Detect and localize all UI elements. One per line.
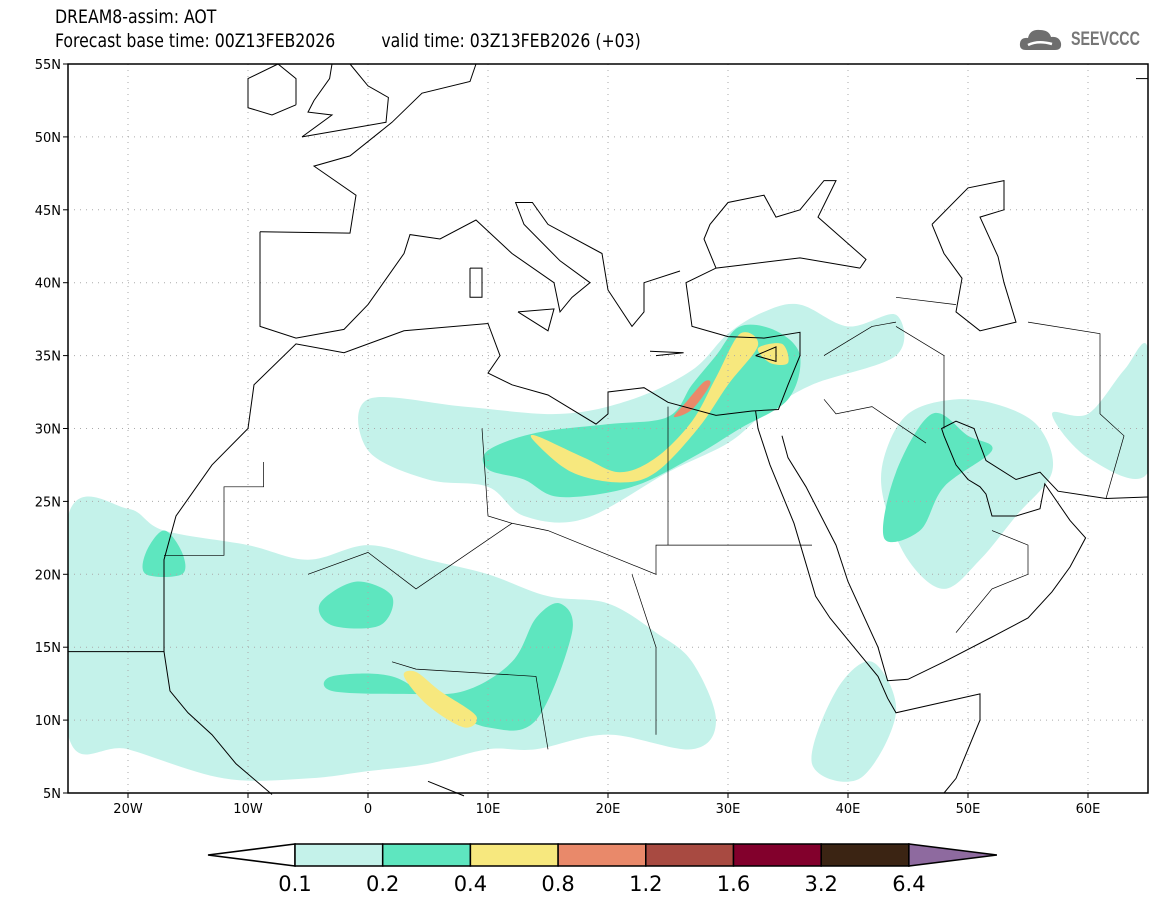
coastline bbox=[259, 63, 477, 234]
colorbar-label: 0.8 bbox=[541, 872, 575, 896]
colorbar-swatch bbox=[557, 843, 647, 867]
colorbar-swatch bbox=[469, 843, 559, 867]
aot-area-cyprus-core bbox=[757, 343, 789, 365]
colorbar bbox=[207, 843, 997, 867]
country-border bbox=[895, 296, 957, 305]
colorbar-swatch bbox=[645, 843, 735, 867]
colorbar-swatch bbox=[294, 843, 384, 867]
colorbar-label: 0.4 bbox=[453, 872, 488, 896]
country-border bbox=[631, 574, 657, 735]
coastline bbox=[649, 350, 684, 357]
coastline bbox=[68, 257, 861, 653]
country-border bbox=[391, 661, 549, 750]
lon-tick-label: 10E bbox=[476, 802, 501, 817]
gridlines bbox=[68, 64, 1148, 793]
colorbar-label: 1.6 bbox=[716, 872, 751, 896]
coastline bbox=[301, 63, 389, 138]
seevccc-logo: SEEVCCC bbox=[1018, 26, 1163, 54]
coastline bbox=[517, 308, 555, 332]
aot-area-gulf-core bbox=[882, 412, 993, 543]
colorbar-label: 1.2 bbox=[629, 872, 663, 896]
chart-title: DREAM8-assim: AOT bbox=[55, 6, 217, 28]
lat-tick-label: 25N bbox=[35, 495, 61, 510]
valid-time: valid time: 03Z13FEB2026 (+03) bbox=[381, 30, 641, 52]
lat-tick-label: 45N bbox=[35, 204, 61, 219]
lon-tick-label: 20E bbox=[596, 802, 621, 817]
lon-tick-label: 0 bbox=[364, 802, 372, 817]
aot-area-nigeria-core bbox=[403, 670, 478, 728]
coastlines bbox=[68, 63, 1149, 797]
country-border bbox=[823, 399, 927, 444]
colorbar-swatch bbox=[381, 843, 472, 867]
aot-area-senegal bbox=[142, 530, 186, 578]
forecast-base-time: Forecast base time: 00Z13FEB2026 bbox=[55, 30, 336, 52]
lon-tick-label: 40E bbox=[836, 802, 861, 817]
coastline bbox=[469, 267, 483, 298]
lon-tick-label: 60E bbox=[1076, 802, 1101, 817]
colorbar-under-arrow bbox=[207, 843, 296, 867]
coastline bbox=[259, 202, 681, 339]
lat-tick-label: 50N bbox=[35, 131, 61, 146]
lat-tick-label: 55N bbox=[35, 58, 61, 73]
colorbar-label: 6.4 bbox=[892, 872, 926, 896]
coastline bbox=[301, 63, 334, 138]
country-border bbox=[307, 406, 669, 590]
lat-tick-label: 20N bbox=[35, 568, 61, 583]
country-border bbox=[823, 321, 897, 356]
lat-tick-label: 30N bbox=[35, 423, 61, 438]
aot-contours bbox=[68, 303, 1148, 782]
lon-tick-label: 30E bbox=[716, 802, 741, 817]
lon-tick-label: 20W bbox=[113, 802, 143, 817]
colorbar-over-arrow bbox=[908, 843, 997, 867]
colorbar-label: 3.2 bbox=[804, 872, 838, 896]
aot-area-libya-egypt-max bbox=[673, 380, 711, 418]
lon-tick-label: 50E bbox=[956, 802, 981, 817]
coastline bbox=[163, 651, 273, 795]
coastline bbox=[755, 410, 981, 794]
colorbar-swatch bbox=[732, 843, 822, 867]
coastline bbox=[931, 179, 1017, 332]
coastline bbox=[703, 180, 867, 269]
aot-area-sahel bbox=[68, 496, 716, 781]
colorbar-label: 0.2 bbox=[365, 872, 400, 896]
aot-area-nigeria-chad bbox=[323, 602, 573, 731]
aot-area-egypt-core bbox=[530, 332, 759, 483]
cloud-icon bbox=[1019, 29, 1062, 50]
aot-area-horn-of-africa bbox=[811, 661, 897, 782]
lat-tick-label: 5N bbox=[43, 787, 61, 802]
lat-tick-label: 40N bbox=[35, 277, 61, 292]
coastline bbox=[781, 420, 1149, 682]
aot-area-iran-east bbox=[1052, 343, 1148, 479]
lat-tick-label: 35N bbox=[35, 350, 61, 365]
lon-tick-label: 10W bbox=[233, 802, 263, 817]
time-info: Forecast base time: 00Z13FEB2026 valid ti… bbox=[55, 30, 641, 52]
country-border bbox=[955, 530, 1029, 633]
lat-tick-label: 15N bbox=[35, 641, 61, 656]
aot-area-mali-blob bbox=[318, 581, 394, 629]
country-border bbox=[1027, 321, 1125, 499]
axis-labels: 5N 10N 15N 20N 25N 30N 35N 40N 45N 50N 55N 20W 10W 0 1… bbox=[35, 58, 1101, 817]
coastline bbox=[247, 63, 297, 116]
lat-tick-label: 10N bbox=[35, 714, 61, 729]
country-border bbox=[481, 428, 513, 524]
colorbar-label: 0.1 bbox=[278, 872, 312, 896]
country-border bbox=[164, 462, 264, 556]
aot-area-north-africa-plume bbox=[358, 303, 905, 523]
country-border bbox=[895, 326, 945, 429]
colorbar-swatch bbox=[820, 843, 910, 867]
coastline bbox=[755, 346, 777, 363]
logo-text: SEEVCCC bbox=[1071, 29, 1140, 50]
